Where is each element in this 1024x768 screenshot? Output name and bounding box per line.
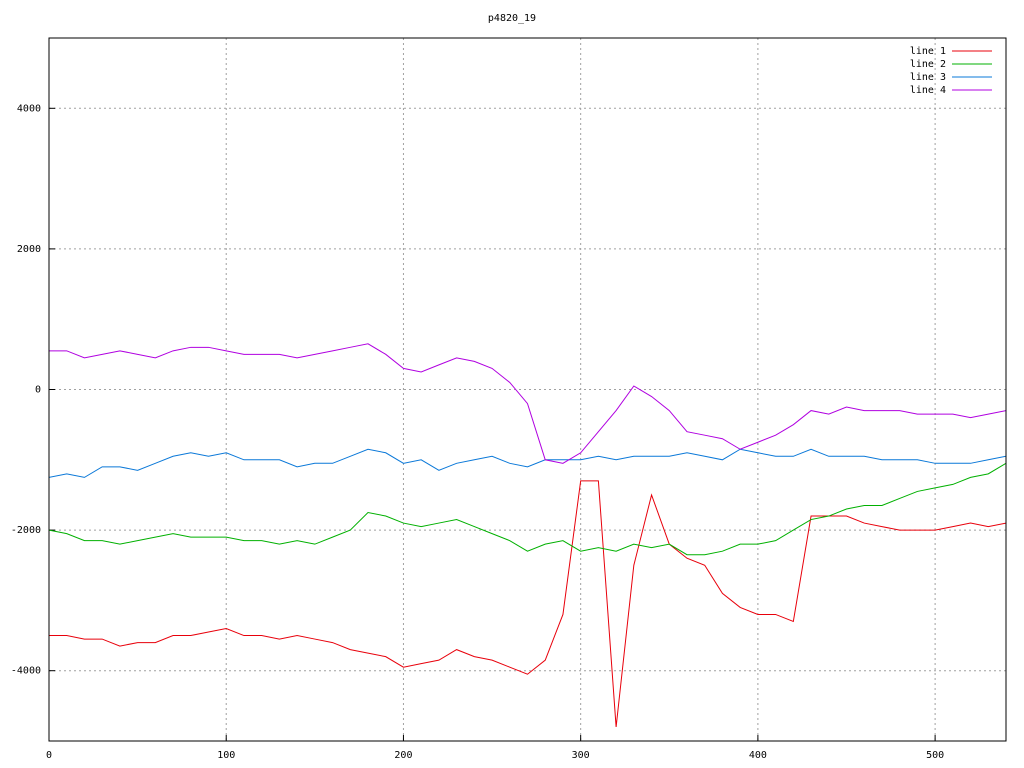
series-line xyxy=(49,343,1006,464)
y-tick-label: 0 xyxy=(35,385,41,396)
x-tick-label: 300 xyxy=(572,750,590,761)
plot-border xyxy=(48,37,1007,742)
x-tick-label: 200 xyxy=(394,750,412,761)
x-tick-label: 0 xyxy=(46,750,52,761)
y-tick-label: -2000 xyxy=(11,525,41,536)
legend-label: line 1 xyxy=(910,46,946,57)
legend-label: line 4 xyxy=(910,85,946,96)
series-line xyxy=(49,462,1006,556)
y-tick-label: 4000 xyxy=(17,103,41,114)
legend-label: line 2 xyxy=(910,59,946,70)
chart-title: p4820_19 xyxy=(488,13,536,24)
series-line xyxy=(49,448,1006,478)
y-tick-label: 2000 xyxy=(17,244,41,255)
x-tick-label: 100 xyxy=(217,750,235,761)
y-tick-label: -4000 xyxy=(11,666,41,677)
series-line xyxy=(49,480,1006,727)
x-tick-label: 400 xyxy=(749,750,767,761)
x-tick-label: 500 xyxy=(926,750,944,761)
legend-label: line 3 xyxy=(910,72,946,83)
